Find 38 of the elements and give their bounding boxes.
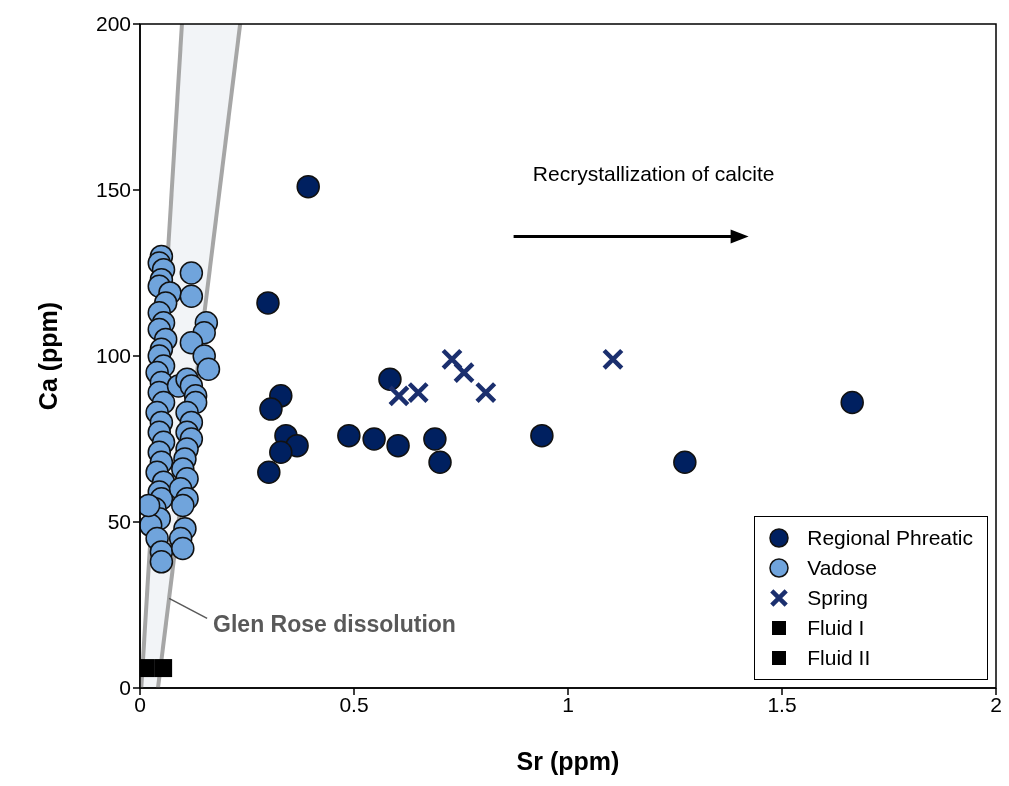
y-tick-label: 0 — [119, 676, 131, 700]
y-tick-label: 150 — [95, 178, 131, 202]
legend-label: Regional Phreatic — [807, 526, 973, 550]
point — [407, 381, 430, 404]
legend-label: Vadose — [807, 556, 877, 580]
point — [337, 423, 361, 448]
x-tick-label: 1 — [562, 692, 574, 716]
annotation: Glen Rose dissolution — [213, 611, 456, 638]
x-tick-label: 2 — [990, 692, 1002, 716]
point — [269, 440, 293, 465]
x-tick-label: 1.5 — [767, 692, 797, 716]
point — [362, 427, 386, 451]
y-axis-title: Ca (ppm) — [33, 301, 62, 411]
legend-label: Fluid I — [807, 616, 865, 640]
point — [530, 423, 554, 448]
point — [428, 450, 452, 474]
point — [259, 397, 283, 421]
legend-label: Spring — [807, 586, 868, 610]
point — [840, 390, 864, 415]
point — [601, 348, 624, 371]
y-tick-label: 50 — [107, 510, 131, 534]
x-tick-label: 0 — [134, 692, 146, 716]
point — [423, 427, 447, 451]
point — [378, 367, 402, 391]
point — [386, 433, 410, 458]
x-axis-title: Sr (ppm) — [516, 747, 620, 775]
point — [256, 291, 280, 315]
point — [387, 384, 410, 407]
y-tick-label: 100 — [95, 344, 131, 368]
point — [673, 450, 697, 474]
y-tick-label: 200 — [95, 12, 131, 36]
point — [474, 381, 497, 404]
annotation: Recrystallization of calcite — [532, 162, 775, 186]
legend-label: Fluid II — [807, 646, 871, 670]
point — [257, 460, 281, 484]
point — [154, 659, 173, 678]
point — [296, 174, 320, 199]
x-tick-label: 0.5 — [339, 692, 369, 716]
